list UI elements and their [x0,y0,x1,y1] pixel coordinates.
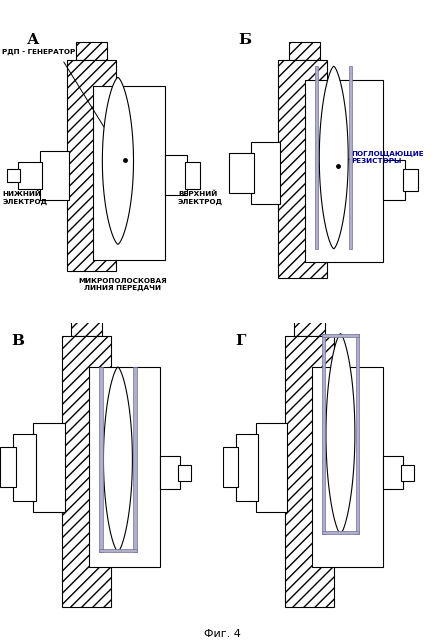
Bar [383,160,405,200]
Polygon shape [320,67,348,249]
Bar [134,367,137,552]
Text: Б: Б [238,33,251,47]
Bar [229,153,254,193]
Polygon shape [326,333,355,534]
Bar [403,168,418,191]
Bar [71,321,102,336]
Bar [99,548,137,552]
Polygon shape [102,77,134,244]
Bar [349,67,352,249]
Bar [222,447,238,487]
Polygon shape [104,367,132,552]
Bar [294,321,325,336]
Text: В: В [11,333,24,348]
Bar [322,531,359,534]
Bar [289,42,320,60]
Bar [62,336,111,607]
Bar [165,156,187,195]
Bar [185,162,200,189]
Bar [18,162,42,189]
Bar [251,142,280,204]
Bar [0,447,16,487]
Bar [33,422,65,512]
Bar [312,367,383,567]
Text: ПОГЛОЩАЮЩИЕ
РЕЗИСТОРЫ: ПОГЛОЩАЮЩИЕ РЕЗИСТОРЫ [352,151,424,164]
Bar [13,434,36,500]
Bar [236,434,258,500]
Bar [7,168,20,182]
Bar [400,465,414,481]
Text: РДП - ГЕНЕРАТОР: РДП - ГЕНЕРАТОР [2,49,76,55]
Bar [305,79,383,262]
Text: Фиг. 4: Фиг. 4 [204,628,241,639]
Bar [278,60,327,278]
Bar [383,456,403,490]
Bar [93,86,165,260]
Bar [89,367,160,567]
Bar [285,336,334,607]
Bar [67,60,116,271]
Text: НИЖНИЙ
ЭЛЕКТРОД: НИЖНИЙ ЭЛЕКТРОД [2,191,47,205]
Bar [315,67,319,249]
Text: Г: Г [235,333,246,348]
Bar [178,465,191,481]
Bar [322,333,359,337]
Bar [160,456,180,490]
Text: ВЕРХНИЙ
ЭЛЕКТРОД: ВЕРХНИЙ ЭЛЕКТРОД [178,191,223,205]
Bar [40,151,69,200]
Text: МИКРОПОЛОСКОВАЯ
ЛИНИЯ ПЕРЕДАЧИ: МИКРОПОЛОСКОВАЯ ЛИНИЯ ПЕРЕДАЧИ [78,278,167,291]
Text: А: А [27,33,40,47]
Bar [99,367,102,552]
Bar [322,333,325,534]
Bar [76,42,107,60]
Bar [356,333,359,534]
Bar [256,422,287,512]
